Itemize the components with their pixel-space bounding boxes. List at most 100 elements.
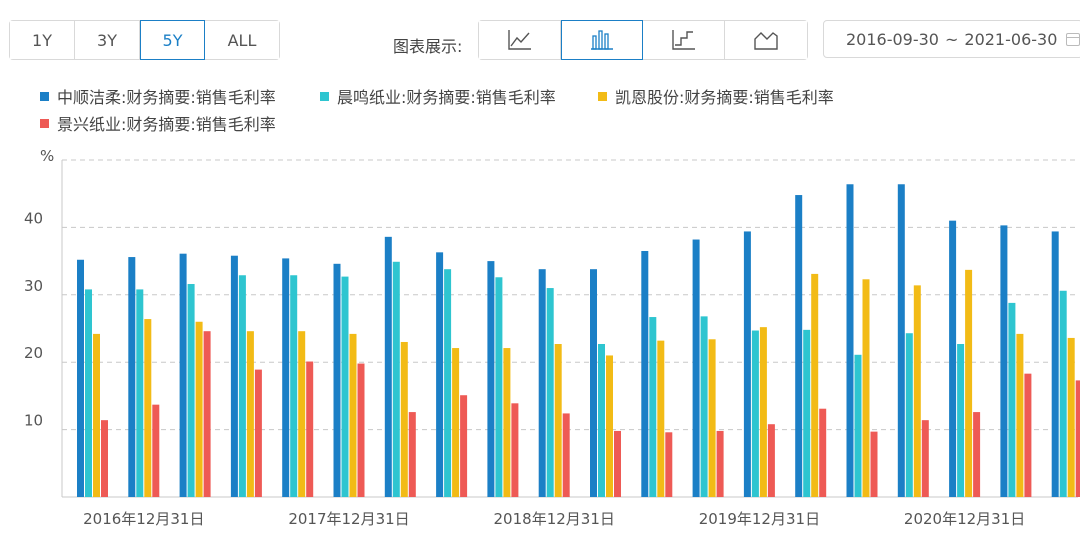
area-chart-icon (754, 32, 778, 50)
bar (444, 269, 452, 497)
bar-chart-button[interactable] (561, 20, 643, 60)
legend-swatch (40, 118, 49, 128)
range-button-3y[interactable]: 3Y (75, 21, 140, 59)
bar (554, 344, 562, 497)
bar (238, 275, 246, 497)
bar (349, 333, 357, 497)
bar (203, 331, 211, 497)
bar-chart-icon (591, 30, 613, 50)
bar (641, 250, 649, 497)
x-tick-label: 2017年12月31日 (288, 510, 409, 528)
bar (1008, 302, 1016, 497)
bar (179, 253, 187, 497)
bar (128, 257, 136, 497)
date-end: 2021-06-30 (964, 29, 1058, 49)
bar (246, 331, 254, 497)
bar (657, 340, 665, 497)
bar (436, 252, 444, 497)
bar (921, 420, 929, 497)
bar (503, 348, 511, 497)
legend-item-zhongshun[interactable]: 中顺洁柔:财务摘要:销售毛利率 (40, 84, 276, 108)
bar (606, 355, 613, 497)
bar (1051, 231, 1059, 497)
bar (949, 220, 957, 497)
bar (1059, 290, 1067, 497)
bar (965, 269, 973, 497)
date-range-picker[interactable]: 2016-09-30 ~ 2021-06-30 (823, 20, 1080, 58)
legend-item-chenming[interactable]: 晨鸣纸业:财务摘要:销售毛利率 (320, 84, 556, 108)
bar (1024, 373, 1032, 497)
x-tick-label: 2018年12月31日 (494, 510, 615, 528)
bar (846, 184, 854, 497)
bar (751, 330, 759, 497)
bar (306, 361, 314, 497)
date-start: 2016-09-30 (846, 29, 939, 49)
bar (460, 395, 468, 497)
bar (692, 239, 700, 498)
bar (665, 432, 673, 497)
bar (546, 288, 554, 497)
x-tick-label: 2020年12月31日 (904, 510, 1025, 528)
step-chart-button[interactable] (643, 21, 725, 59)
legend-swatch (40, 91, 49, 101)
bar (957, 344, 965, 497)
date-separator: ~ (944, 29, 959, 49)
bar (905, 333, 913, 497)
bar (333, 263, 341, 497)
area-chart-button[interactable] (725, 21, 807, 59)
legend-label: 中顺洁柔:财务摘要:销售毛利率 (57, 88, 276, 107)
bar (767, 424, 775, 497)
legend-label: 景兴纸业:财务摘要:销售毛利率 (57, 115, 276, 134)
bar (101, 420, 108, 497)
bar (854, 354, 862, 497)
bar (819, 408, 827, 497)
bar (716, 430, 724, 497)
y-axis-unit: % (40, 147, 54, 165)
bar (254, 369, 262, 497)
bar (93, 333, 100, 497)
range-button-5y[interactable]: 5Y (140, 20, 205, 60)
bar (136, 289, 144, 497)
time-range-selector: 1Y 3Y 5Y ALL (9, 20, 280, 60)
step-chart-icon (671, 30, 695, 50)
line-chart-icon (507, 30, 531, 50)
bar (400, 341, 408, 497)
bar (282, 258, 290, 497)
bar (862, 279, 870, 497)
legend-item-kaien[interactable]: 凯恩股份:财务摘要:销售毛利率 (598, 84, 834, 108)
bar (495, 277, 503, 497)
bar (562, 413, 570, 497)
bar (708, 339, 716, 497)
range-button-1y[interactable]: 1Y (10, 21, 75, 59)
y-tick-label: 10 (24, 412, 43, 430)
y-tick-label: 20 (24, 344, 43, 362)
bar (1016, 333, 1024, 497)
line-chart-button[interactable] (479, 21, 561, 59)
bar (973, 412, 981, 497)
bar (341, 276, 349, 497)
bar (384, 236, 392, 497)
bar (870, 431, 878, 497)
legend-swatch (320, 91, 329, 101)
bar (77, 259, 84, 497)
x-tick-label: 2019年12月31日 (699, 510, 820, 528)
y-tick-label: 30 (24, 277, 43, 295)
bar (590, 269, 597, 497)
bar (195, 321, 203, 497)
bar (357, 363, 365, 497)
range-button-all[interactable]: ALL (205, 21, 279, 59)
bar (598, 344, 605, 497)
bar (187, 284, 195, 497)
bar (759, 327, 767, 497)
y-tick-label: 40 (24, 209, 43, 227)
bar (85, 289, 92, 497)
bar (700, 316, 708, 497)
chart-type-selector (478, 20, 808, 60)
bar (230, 255, 238, 497)
legend-swatch (598, 91, 607, 101)
bar (811, 273, 819, 497)
legend-label: 凯恩股份:财务摘要:销售毛利率 (615, 88, 834, 107)
legend-item-jingxing[interactable]: 景兴纸业:财务摘要:销售毛利率 (40, 111, 276, 135)
bar (290, 275, 298, 497)
